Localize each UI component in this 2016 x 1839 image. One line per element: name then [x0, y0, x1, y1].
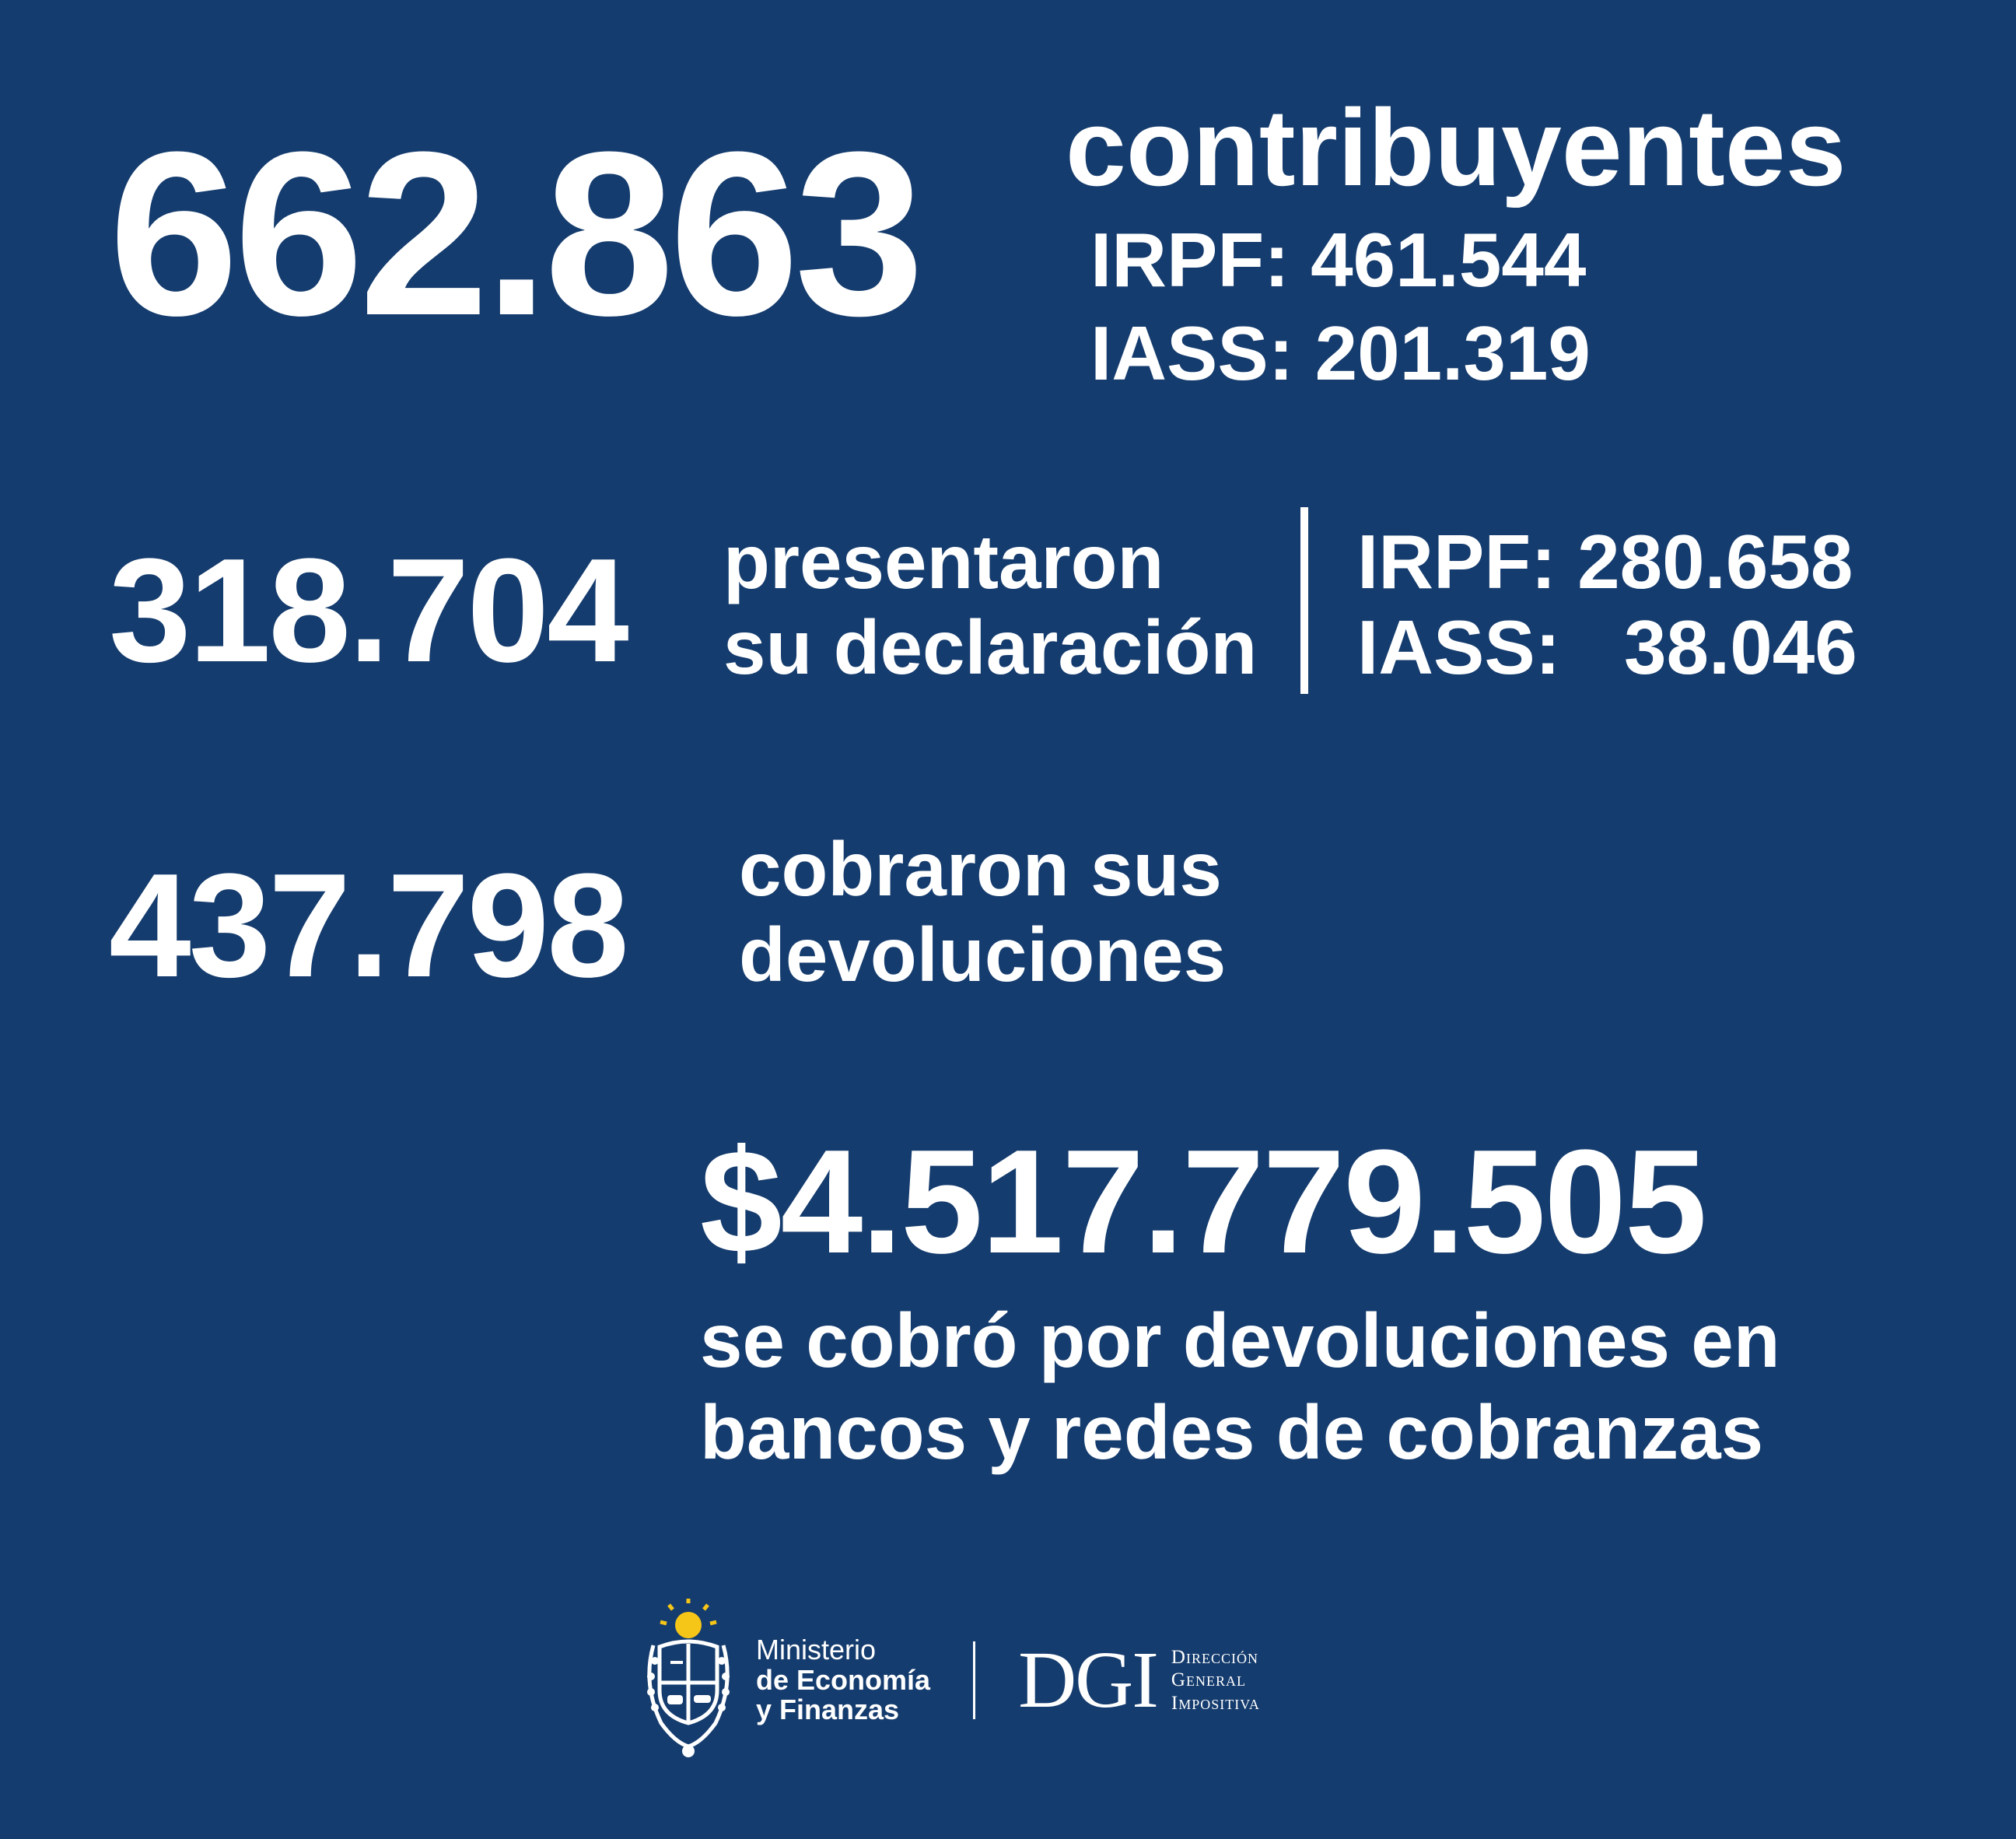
monto-label-line1: se cobró por devoluciones en: [700, 1298, 1780, 1383]
devoluciones-label-line2: devoluciones: [739, 911, 1227, 997]
mef-logo-text: Ministerio de Economía y Finanzas: [756, 1633, 931, 1726]
mef-line1: Ministerio: [756, 1633, 877, 1666]
total-devoluciones: 437.798: [109, 843, 629, 1008]
mef-line2: de Economía: [756, 1663, 931, 1696]
monto-label: se cobró por devoluciones en bancos y re…: [700, 1295, 1780, 1478]
dgi-logo: DGI: [1018, 1635, 1159, 1725]
vertical-divider: [1300, 507, 1308, 694]
contribuyentes-iass: IASS: 201.319: [1090, 310, 1591, 396]
mef-line3: y Finanzas: [756, 1694, 900, 1726]
declaraciones-breakdown: IRPF: 280.658 IASS: 38.046: [1357, 519, 1857, 691]
contribuyentes-breakdown: IRPF: 461.544 IASS: 201.319: [1090, 214, 1591, 400]
monto-total: $4.517.779.505: [700, 1119, 1707, 1284]
dgi-line3: Impositiva: [1171, 1692, 1260, 1714]
declaraciones-iass: IASS: 38.046: [1357, 604, 1857, 690]
declaraciones-label: presentaron su declaración: [723, 519, 1258, 691]
contribuyentes-label: contribuyentes: [1066, 86, 1846, 208]
monto-label-line2: bancos y redes de cobranzas: [700, 1389, 1764, 1475]
dgi-logo-text: Dirección General Impositiva: [1171, 1646, 1260, 1715]
dgi-line2: General: [1171, 1669, 1246, 1691]
footer-divider: [973, 1641, 976, 1719]
dgi-line1: Dirección: [1171, 1646, 1258, 1668]
total-declaraciones: 318.704: [109, 528, 629, 693]
uruguay-coat-of-arms-icon: [638, 1599, 739, 1762]
footer-logos: Ministerio de Economía y Finanzas DGI Di…: [638, 1599, 1260, 1762]
contribuyentes-irpf: IRPF: 461.544: [1090, 217, 1587, 303]
declaraciones-irpf: IRPF: 280.658: [1357, 519, 1853, 604]
declaraciones-label-line2: su declaración: [723, 604, 1258, 690]
declaraciones-label-line1: presentaron: [723, 519, 1164, 604]
devoluciones-label-line1: cobraron sus: [739, 826, 1222, 912]
devoluciones-label: cobraron sus devoluciones: [739, 826, 1227, 998]
total-contribuyentes: 662.863: [109, 103, 924, 364]
